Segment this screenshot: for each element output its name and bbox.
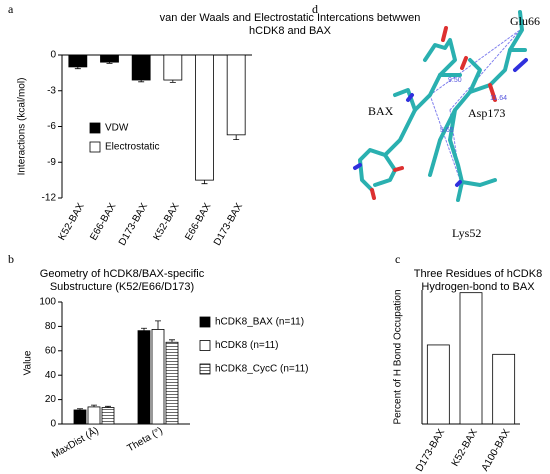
legend-swatch: [199, 363, 211, 375]
bar: [87, 406, 101, 425]
residue-label: Asp173: [468, 106, 505, 120]
legend-label: hCDK8_CycC (n=11): [215, 364, 308, 375]
legend-label: hCDK8 (n=11): [215, 340, 278, 351]
x-tick-label: E66-BAX: [88, 201, 118, 242]
distance-label: 9.50: [448, 77, 462, 84]
chart-title: Geometry of hCDK8/BAX-specific: [40, 268, 205, 280]
bar: [163, 54, 183, 81]
y-tick-label: -12: [42, 193, 57, 204]
y-tick-label: -9: [47, 157, 56, 168]
bar: [131, 54, 151, 81]
x-tick-label: K52-BAX: [450, 427, 480, 468]
bar: [137, 330, 151, 425]
error-bar: [169, 80, 176, 83]
bar: [100, 54, 119, 63]
y-axis-label: Value: [23, 350, 34, 375]
distance-label: 11.64: [490, 95, 507, 102]
x-tick-label: K52-BAX: [152, 201, 182, 242]
chart-title: van der Waals and Electrostatic Intercat…: [160, 12, 421, 24]
bar: [101, 407, 115, 425]
error-bar: [138, 80, 145, 83]
legend-label: VDW: [105, 123, 129, 134]
chart-title: Substructure (K52/E66/D173): [50, 281, 194, 293]
y-axis-label: Percent of H Bond Occupation: [393, 289, 404, 424]
error-bar: [91, 404, 97, 407]
panel-label: b: [8, 252, 14, 266]
error-bar: [169, 339, 175, 343]
legend-swatch: [199, 340, 211, 351]
legend-label: Electrostatic: [105, 142, 159, 153]
error-bar: [155, 320, 161, 330]
x-tick-label: D173-BAX: [414, 427, 447, 474]
legend-swatch: [199, 316, 211, 328]
x-tick-label: A100-BAX: [480, 427, 513, 473]
y-tick-label: 100: [39, 297, 56, 308]
bar: [195, 54, 214, 181]
y-tick-label: 40: [45, 370, 57, 381]
y-tick-label: -6: [47, 121, 56, 132]
y-tick-label: 60: [45, 345, 57, 356]
error-bar: [74, 66, 81, 70]
x-tick-label: MaxDist (Å): [49, 424, 101, 461]
x-tick-label: Theta (°): [126, 425, 165, 454]
error-bar: [201, 180, 208, 185]
panel-label: a: [8, 2, 14, 16]
error-bar: [141, 327, 147, 331]
molecule: [353, 10, 528, 202]
panel-label: d: [312, 2, 318, 16]
error-bar: [233, 134, 240, 141]
error-bar: [105, 405, 111, 408]
y-tick-label: 0: [50, 419, 56, 430]
residue-label: BAX: [368, 104, 394, 118]
bar: [68, 54, 88, 68]
error-bar: [77, 408, 83, 410]
bar: [426, 344, 450, 425]
y-axis-label: Interactions (kcal/mol): [17, 78, 28, 176]
x-tick-label: E66-BAX: [183, 201, 213, 242]
y-tick-label: 0: [50, 50, 56, 61]
error-bar: [106, 62, 113, 64]
bar: [226, 54, 246, 136]
y-tick-label: -3: [47, 85, 56, 96]
bar: [165, 341, 179, 425]
legend-swatch: [89, 141, 101, 153]
x-tick-label: D173-BAX: [212, 201, 245, 248]
bar: [73, 409, 87, 425]
y-tick-label: 80: [45, 321, 57, 332]
x-tick-label: D173-BAX: [117, 201, 150, 248]
legend-swatch: [89, 122, 101, 134]
distance-label: 5.65: [440, 127, 454, 134]
chart-title: Three Residues of hCDK8: [414, 268, 542, 280]
panel-label: c: [395, 252, 400, 266]
chart-title: hCDK8 and BAX: [249, 25, 332, 37]
residue-label: Glu66: [510, 14, 540, 28]
residue-label: Lys52: [452, 226, 481, 240]
chart-title: Hydrogen-bond to BAX: [421, 281, 535, 293]
bar: [459, 292, 483, 425]
legend-label: hCDK8_BAX (n=11): [215, 317, 304, 328]
bar: [151, 329, 165, 425]
bar: [492, 353, 516, 425]
x-tick-label: K52-BAX: [57, 201, 87, 242]
y-tick-label: 20: [45, 394, 57, 405]
